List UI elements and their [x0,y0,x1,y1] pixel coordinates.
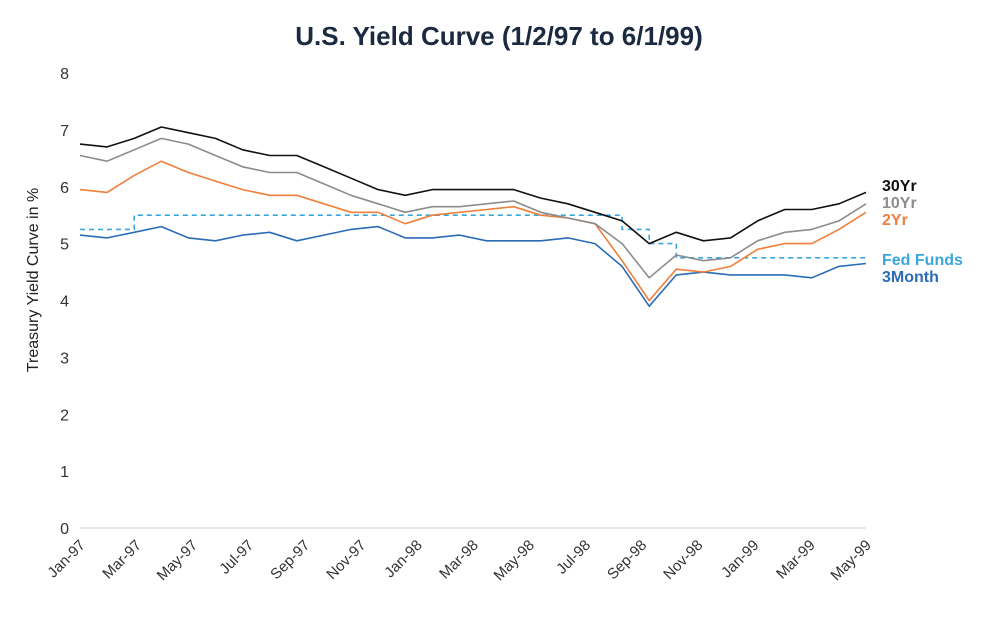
x-tick-label: Sep-98 [604,537,650,583]
x-tick-label: Nov-98 [660,537,706,583]
legend-label-fed-funds: Fed Funds [882,252,963,269]
y-axis-ticks: 0 1 2 3 4 5 6 7 8 [60,66,69,538]
x-tick-label: Nov-97 [323,537,369,583]
y-tick-label: 3 [60,350,69,367]
y-tick-label: 8 [60,66,69,83]
x-tick-label: Jul-97 [216,537,257,578]
x-axis-ticks: Jan-97 Mar-97 May-97 Jul-97 Sep-97 Nov-97 Jan-… [44,537,874,584]
y-tick-label: 5 [60,237,69,254]
x-tick-label: Mar-99 [773,537,819,583]
y-tick-label: 6 [60,180,69,197]
series-line-2yr [79,160,867,302]
x-tick-label: Sep-97 [267,537,313,583]
chart-title: U.S. Yield Curve (1/2/97 to 6/1/99) [295,21,703,51]
series-line-10yr [79,137,867,279]
y-tick-label: 4 [60,294,69,311]
legend-label-10yr: 10Yr [882,195,917,212]
x-tick-label: Jan-97 [44,537,88,581]
x-tick-label: May-98 [491,537,538,584]
x-tick-label: Jan-98 [381,537,425,581]
x-tick-label: May-99 [827,537,874,584]
y-tick-label: 0 [60,521,69,538]
y-tick-label: 2 [60,407,69,424]
x-tick-label: Mar-97 [99,537,145,583]
y-tick-label: 1 [60,464,69,481]
x-tick-label: Jul-98 [553,537,594,578]
x-tick-label: Mar-98 [436,537,482,583]
y-tick-label: 7 [60,123,69,140]
x-tick-label: May-97 [154,537,201,584]
x-tick-label: Jan-99 [718,537,762,581]
series-line-30yr [79,126,867,245]
legend-label-3month: 3Month [882,269,939,286]
series-line-3month [79,225,867,307]
series-line-fed-funds [80,214,866,259]
series-lines [79,126,867,307]
y-axis-label: Treasury Yield Curve in % [25,188,42,372]
legend-label-2yr: 2Yr [882,212,908,229]
legend-label-30yr: 30Yr [882,178,917,195]
